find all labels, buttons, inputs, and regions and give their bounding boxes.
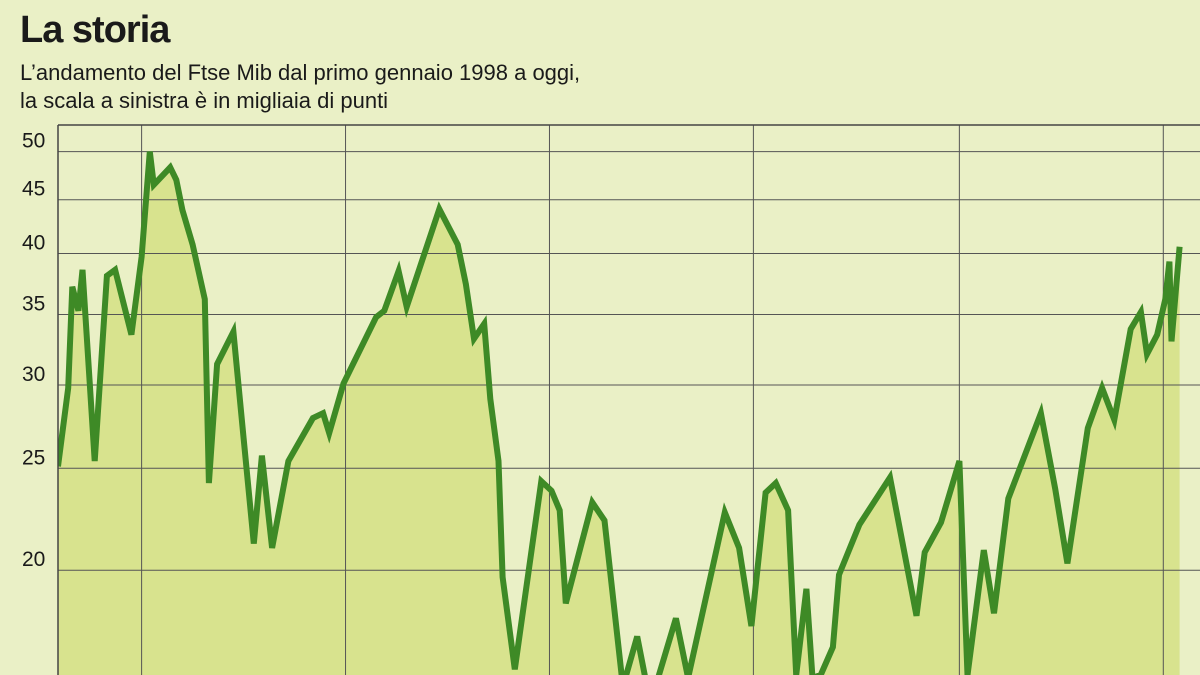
y-tick-label: 50	[22, 130, 45, 153]
subtitle-line: la scala a sinistra è in migliaia di pun…	[20, 88, 388, 113]
y-tick-label: 25	[22, 446, 45, 469]
chart-title: La storia	[20, 9, 171, 51]
line	[58, 151, 1183, 675]
plot-area	[58, 125, 1200, 675]
y-tick-label: 45	[22, 178, 45, 201]
y-tick-label: 40	[22, 232, 45, 255]
y-tick-label: 30	[22, 363, 45, 386]
y-tick-label: 20	[22, 548, 45, 571]
y-tick-label: 35	[22, 293, 45, 316]
area	[58, 151, 1180, 675]
subtitle-line: L’andamento del Ftse Mib dal primo genna…	[20, 60, 580, 85]
